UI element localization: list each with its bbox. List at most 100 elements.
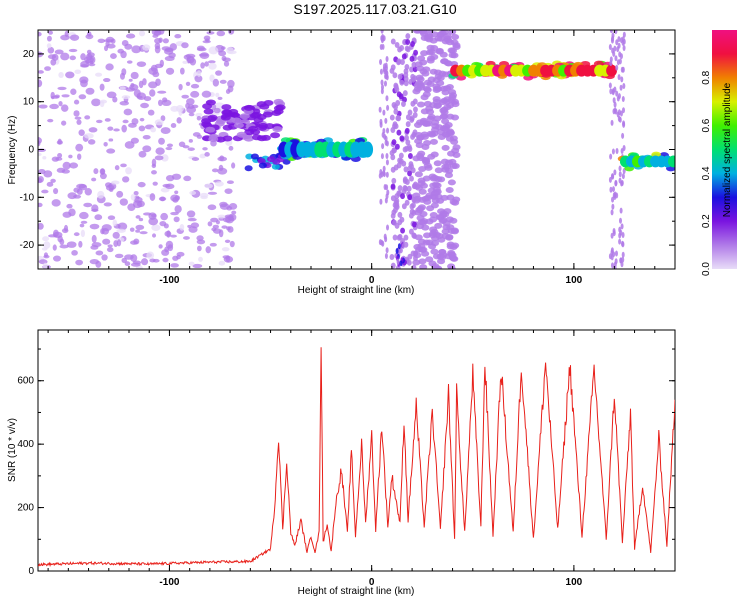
spectrogram-cell xyxy=(404,45,410,52)
spectrogram-cell xyxy=(105,63,114,71)
spectrogram-cell xyxy=(204,38,210,42)
spectrogram-cell xyxy=(52,255,62,262)
spectrogram-cell xyxy=(228,30,235,35)
spectrogram-cell xyxy=(176,251,185,257)
spectrogram-cell xyxy=(618,238,622,245)
spectrogram-cell xyxy=(405,33,411,40)
spectrogram-cell xyxy=(106,247,114,253)
spectrogram-cell xyxy=(132,200,143,209)
spectrogram-cell xyxy=(73,187,80,193)
spectrogram-cell xyxy=(379,198,383,205)
spectrogram-cell xyxy=(429,226,438,233)
spectrogram-features-layer xyxy=(201,30,675,269)
spectrogram-cell xyxy=(386,104,390,111)
spectrogram-cell xyxy=(619,110,623,117)
spectrogram-cell xyxy=(38,175,44,183)
spectrogram-cell xyxy=(120,163,127,168)
spectrogram-cell xyxy=(133,89,141,98)
spectrogram-cell xyxy=(385,55,389,62)
spectrogram-cell xyxy=(147,109,155,116)
spectrogram-cell xyxy=(162,38,169,44)
spectrogram-cell xyxy=(112,219,118,227)
spectrogram-cell xyxy=(440,194,449,201)
snr-x-axis-label: Height of straight line (km) xyxy=(298,586,415,597)
spectrogram-cell xyxy=(99,100,105,108)
spectrogram-cell xyxy=(221,247,230,252)
spectrogram-cell xyxy=(136,95,143,99)
spectrogram-cell xyxy=(396,190,402,197)
spectrogram-cell xyxy=(409,175,414,182)
spectrogram-cell xyxy=(157,90,167,94)
spectrogram-cell xyxy=(209,242,217,247)
spectrogram-cell xyxy=(125,87,136,92)
spectrogram-cell xyxy=(41,247,48,251)
spectrogram-cell xyxy=(73,110,80,117)
snr-y-tick-label: 600 xyxy=(17,376,34,387)
spectrogram-cell xyxy=(621,107,625,114)
spectrogram-cell xyxy=(398,158,404,165)
spectrogram-cell xyxy=(229,240,235,248)
spectrogram-cell xyxy=(222,135,233,142)
spectrogram-cell xyxy=(76,183,87,189)
spectrogram-cell xyxy=(152,181,158,186)
spectrogram-cell xyxy=(441,163,450,170)
spectrogram-cell xyxy=(224,214,234,219)
spectrogram-cell xyxy=(613,107,617,114)
spectrogram-cell xyxy=(258,162,267,169)
spectrogram-cell xyxy=(173,216,180,223)
spectrogram-cell xyxy=(407,194,413,201)
spectrogram-cell xyxy=(432,231,441,238)
spectrogram-cell xyxy=(154,30,160,33)
spectrogram-cell xyxy=(423,232,432,239)
spectrogram-cell xyxy=(407,109,413,116)
spectrogram-cell xyxy=(397,243,401,250)
spectrogram-cell xyxy=(116,190,124,198)
spectrogram-cell xyxy=(621,95,625,102)
spectrogram-cell xyxy=(151,224,161,231)
spectrogram-cell xyxy=(244,165,253,172)
spectrogram-cell xyxy=(46,181,54,187)
spectrogram-cell xyxy=(401,101,406,108)
spectrogram-cell xyxy=(256,101,267,108)
spectrogram-cell xyxy=(151,158,157,167)
spectrogram-y-tick-label: 20 xyxy=(23,49,35,60)
spectrogram-cell xyxy=(178,108,183,116)
spectrogram-cell xyxy=(452,144,461,151)
spectrogram-cell xyxy=(407,152,413,159)
spectrogram-cell xyxy=(399,79,405,86)
spectrogram-cell xyxy=(390,154,396,161)
spectrogram-cell xyxy=(219,203,230,210)
spectrogram-cell xyxy=(613,86,617,93)
spectrogram-cell xyxy=(430,151,439,158)
spectrogram-cell xyxy=(75,259,84,266)
spectrogram-cell xyxy=(622,145,626,152)
spectrogram-cell xyxy=(215,92,220,98)
spectrogram-cell xyxy=(207,114,218,121)
spectrogram-cell xyxy=(119,86,126,90)
spectrogram-cell xyxy=(209,74,215,83)
spectrogram-cell xyxy=(409,55,415,62)
spectrogram-cell xyxy=(399,45,405,52)
spectrogram-cell xyxy=(38,104,48,109)
spectrogram-cell xyxy=(188,138,193,143)
spectrogram-cell xyxy=(46,35,52,42)
spectrogram-cell xyxy=(445,186,454,193)
colorbar-tick-label: 0.6 xyxy=(701,118,712,132)
spectrogram-cell xyxy=(161,249,170,256)
spectrogram-cell xyxy=(76,119,82,125)
spectrogram-cell xyxy=(609,30,613,34)
spectrogram-cell xyxy=(397,185,403,192)
spectrogram-cell xyxy=(383,233,387,240)
spectrogram-cell xyxy=(191,157,200,161)
colorbar-ticks: 0.0 0.2 0.4 0.6 0.8 xyxy=(701,70,712,276)
spectrogram-cell xyxy=(126,60,133,64)
spectrogram-cell xyxy=(421,224,430,231)
spectrogram-cell xyxy=(53,231,63,238)
spectrogram-cell xyxy=(166,143,174,148)
spectrogram-cell xyxy=(140,258,149,266)
spectrogram-cell xyxy=(183,54,192,60)
spectrogram-cell xyxy=(97,190,105,199)
spectrogram-cell xyxy=(451,33,460,40)
spectrogram-cell xyxy=(181,42,189,49)
spectrogram-cell xyxy=(380,239,384,246)
